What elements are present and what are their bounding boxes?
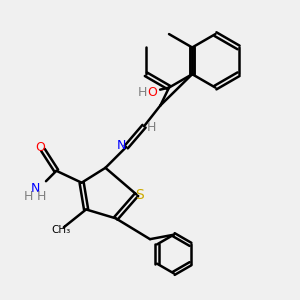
- Text: H: H: [23, 190, 33, 202]
- Text: H: H: [138, 85, 147, 98]
- Text: O: O: [148, 85, 158, 98]
- Text: CH₃: CH₃: [51, 225, 70, 235]
- Text: O: O: [35, 140, 45, 154]
- Text: N: N: [31, 182, 40, 195]
- Text: S: S: [135, 188, 144, 202]
- Text: H: H: [147, 121, 156, 134]
- Text: H: H: [37, 190, 46, 202]
- Text: N: N: [117, 139, 127, 152]
